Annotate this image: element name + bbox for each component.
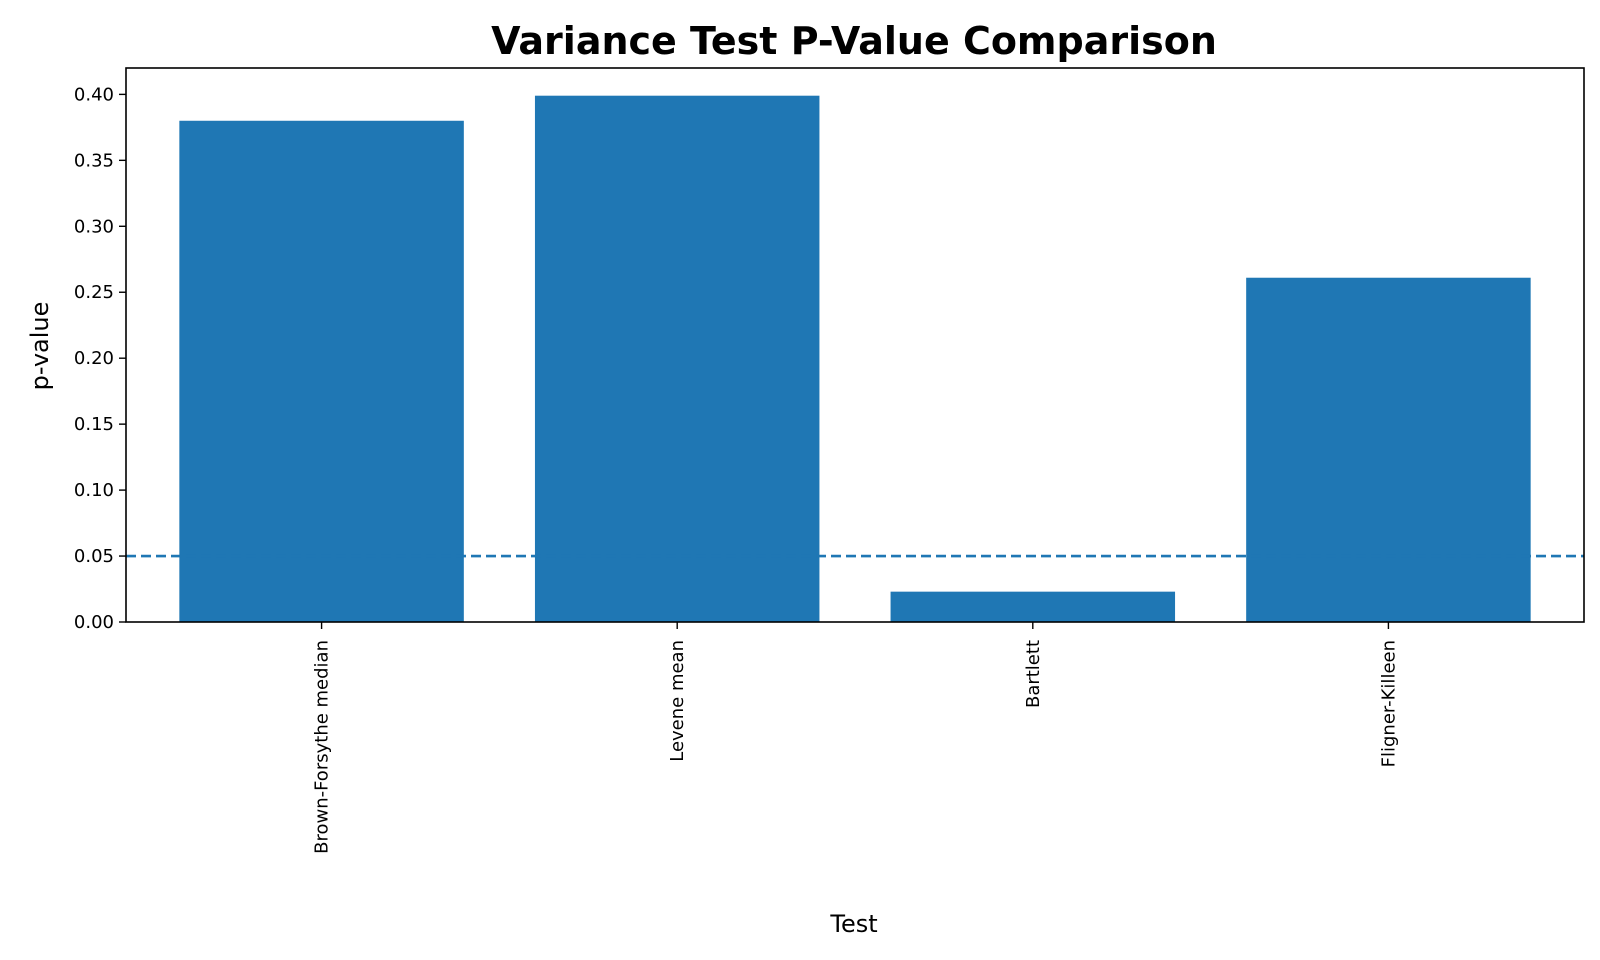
y-axis-label: p-value [26, 302, 54, 391]
y-tick-label: 0.10 [74, 480, 114, 501]
plot-area: 0.00 0.05 0.10 0.15 0.20 0.25 0.30 0.35 0.40 Brow… [74, 67, 1585, 854]
y-tick-label: 0.20 [74, 348, 114, 369]
y-tick-label: 0.25 [74, 282, 114, 303]
y-tick-label: 0.40 [74, 84, 114, 105]
bar-3 [890, 591, 1176, 622]
axes-frame [125, 67, 1585, 623]
chart-title: Variance Test P-Value Comparison [491, 19, 1217, 63]
y-tick-label: 0.15 [74, 414, 114, 435]
x-tick-label: Levene mean [667, 640, 688, 762]
x-tick-label: Bartlett [1023, 640, 1044, 708]
y-tick-label: 0.35 [74, 150, 114, 171]
bar-4 [1246, 277, 1531, 622]
bar-2 [534, 95, 820, 622]
x-tick-label: Fligner-Killeen [1378, 640, 1399, 767]
bar-1 [179, 120, 464, 622]
y-tick-label: 0.00 [74, 612, 114, 633]
y-tick-label: 0.05 [74, 546, 114, 567]
x-tick-label: Brown-Forsythe median [312, 640, 333, 854]
y-tick-label: 0.30 [74, 216, 114, 237]
x-axis-label: Test [829, 910, 877, 938]
